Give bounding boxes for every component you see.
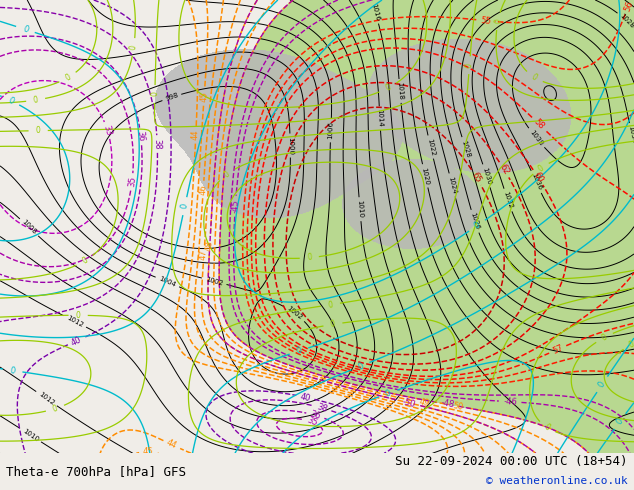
Text: 33: 33 [101, 124, 113, 137]
Text: 44: 44 [165, 438, 178, 451]
Text: 57: 57 [551, 343, 564, 356]
Text: 1032: 1032 [502, 191, 514, 210]
Text: 1018: 1018 [396, 82, 404, 100]
Text: 0: 0 [36, 126, 41, 135]
Text: 1008: 1008 [20, 219, 37, 236]
Text: © weatheronline.co.uk: © weatheronline.co.uk [486, 476, 628, 486]
Text: 44: 44 [191, 129, 200, 140]
Text: 1012: 1012 [65, 315, 84, 328]
Text: 1004: 1004 [158, 275, 177, 288]
Text: 0: 0 [330, 319, 336, 329]
Text: 38: 38 [153, 139, 162, 149]
Text: 1024: 1024 [447, 175, 457, 194]
Text: 0: 0 [10, 366, 16, 375]
Text: 0: 0 [180, 203, 190, 210]
Text: 0: 0 [530, 72, 539, 82]
Text: 1002: 1002 [286, 305, 304, 321]
Text: 1000: 1000 [287, 137, 294, 154]
Text: 35: 35 [127, 176, 137, 188]
Text: 0: 0 [465, 62, 474, 68]
Text: 1036: 1036 [530, 172, 543, 192]
Text: 0: 0 [6, 95, 15, 106]
Text: -48: -48 [440, 398, 455, 410]
Text: 46: 46 [198, 184, 208, 195]
Text: 1022: 1022 [426, 138, 436, 156]
Text: 35: 35 [305, 416, 318, 428]
Text: 1016: 1016 [370, 2, 380, 22]
Text: 1028: 1028 [460, 139, 471, 158]
Text: 0: 0 [597, 380, 607, 389]
Text: 47: 47 [199, 249, 209, 260]
Text: 998: 998 [164, 92, 179, 102]
Text: -50: -50 [401, 397, 417, 409]
Text: 0: 0 [384, 83, 392, 93]
Text: 0: 0 [327, 300, 333, 310]
Text: 40: 40 [70, 335, 83, 347]
Text: 0: 0 [600, 332, 609, 343]
Text: 0: 0 [150, 92, 159, 97]
Text: 1012: 1012 [37, 391, 55, 406]
Text: 1010: 1010 [356, 200, 364, 219]
Text: 45: 45 [143, 447, 154, 457]
Text: 0: 0 [295, 346, 303, 356]
Text: 50: 50 [452, 401, 464, 412]
Text: 36: 36 [309, 410, 322, 421]
Text: 0: 0 [32, 95, 39, 105]
Text: 1038: 1038 [529, 129, 544, 147]
Text: Su 22-09-2024 00:00 UTC (18+54): Su 22-09-2024 00:00 UTC (18+54) [395, 455, 628, 468]
Text: 0: 0 [51, 404, 59, 414]
Text: 1028: 1028 [619, 13, 634, 30]
Text: 0: 0 [222, 170, 231, 179]
Text: 0: 0 [615, 416, 625, 426]
Text: 0: 0 [472, 220, 482, 231]
Text: 1014: 1014 [377, 109, 384, 127]
Text: 1020: 1020 [420, 167, 430, 185]
Text: 0: 0 [628, 340, 634, 350]
Text: -46: -46 [503, 397, 517, 407]
Text: 1034: 1034 [627, 125, 634, 144]
Text: 45: 45 [199, 92, 209, 102]
Text: 60: 60 [531, 171, 545, 184]
Text: 0: 0 [129, 44, 139, 50]
Text: 36: 36 [136, 131, 146, 142]
Text: 38: 38 [316, 402, 329, 414]
Text: 0: 0 [22, 24, 29, 34]
Text: 48: 48 [205, 240, 214, 251]
Text: 40: 40 [299, 392, 311, 403]
Text: 0: 0 [63, 73, 72, 83]
Text: 0: 0 [81, 256, 89, 266]
Text: 1002: 1002 [205, 276, 224, 287]
Text: -45: -45 [230, 199, 240, 213]
Text: 1006: 1006 [328, 121, 334, 140]
Text: 0: 0 [306, 253, 312, 263]
Text: 0: 0 [75, 311, 81, 320]
Text: 58: 58 [532, 117, 545, 131]
Text: 0: 0 [543, 422, 552, 433]
Text: 1030: 1030 [481, 167, 492, 185]
Text: 0: 0 [493, 18, 503, 24]
Text: 0: 0 [356, 361, 365, 371]
Text: 0: 0 [384, 388, 392, 398]
Bar [0, 458, 634, 476]
Text: Theta-e 700hPa [hPa] GFS: Theta-e 700hPa [hPa] GFS [6, 465, 186, 478]
Text: 65: 65 [470, 171, 483, 184]
Text: 49: 49 [418, 398, 430, 409]
Text: 1026: 1026 [469, 212, 481, 231]
Text: 62: 62 [498, 163, 511, 176]
Text: 0: 0 [536, 163, 545, 173]
Text: 55: 55 [480, 16, 491, 25]
Text: 1010: 1010 [22, 427, 39, 442]
Text: 56: 56 [623, 0, 634, 13]
